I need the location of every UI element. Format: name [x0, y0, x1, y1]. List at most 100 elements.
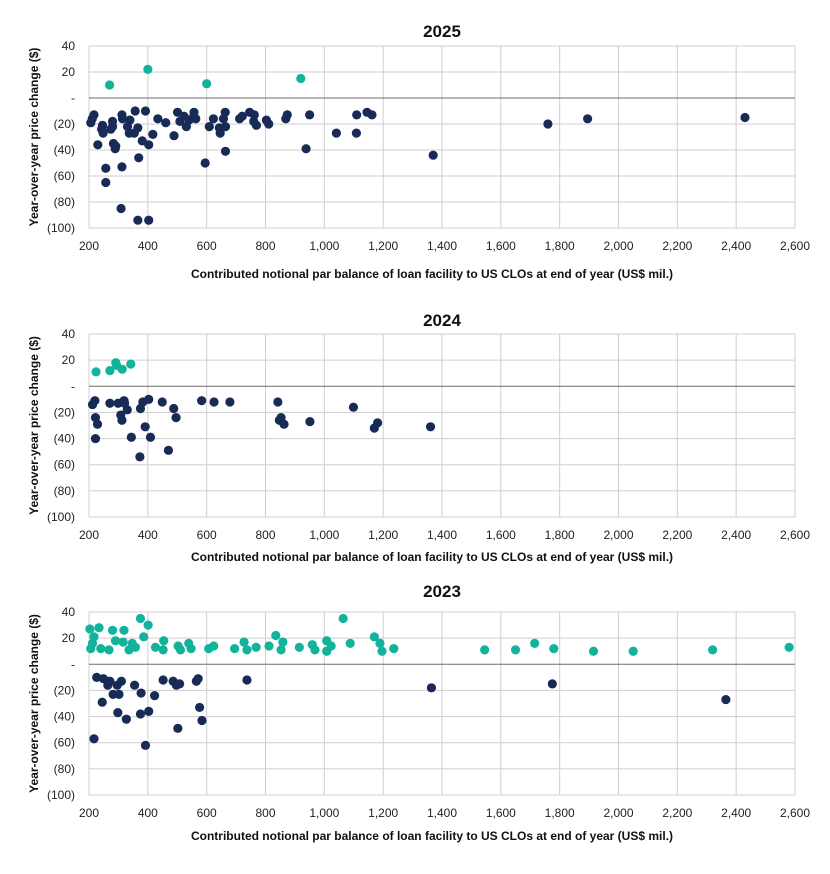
x-axis-label: Contributed notional par balance of loan…: [191, 829, 673, 843]
data-point-negative: [426, 683, 437, 693]
data-point-negative: [740, 112, 750, 123]
data-point-positive: [135, 613, 146, 624]
data-point-negative: [144, 140, 154, 150]
data-point-negative: [264, 119, 274, 129]
data-point-negative: [133, 123, 143, 133]
data-point-negative: [301, 144, 311, 154]
y-tick-label: (80): [54, 762, 75, 776]
data-point-negative: [101, 177, 111, 188]
data-point-negative: [197, 715, 207, 726]
x-tick-label: 200: [79, 239, 99, 253]
data-point-negative: [144, 215, 154, 225]
data-point-negative: [101, 163, 111, 173]
y-tick-label: (40): [54, 710, 75, 724]
data-point-negative: [348, 402, 359, 412]
y-tick-label: (40): [54, 143, 75, 157]
data-point-negative: [116, 203, 126, 214]
data-point-negative: [428, 150, 438, 160]
data-point-positive: [784, 642, 794, 652]
x-tick-label: 1,800: [545, 528, 575, 542]
data-point-negative: [279, 419, 289, 429]
y-tick-label: (80): [54, 195, 75, 209]
x-tick-label: 2,600: [780, 239, 810, 253]
data-point-positive: [91, 367, 101, 377]
data-point-positive: [118, 637, 128, 647]
data-point-negative: [583, 114, 593, 124]
data-point-positive: [158, 645, 168, 655]
x-axis-label: Contributed notional par balance of loan…: [191, 550, 673, 564]
data-point-negative: [117, 114, 128, 124]
chart-2025: 2025 200 400 600 800 1,000 1,200 1,400 1,600 1,80…: [27, 22, 810, 281]
chart-title: 2025: [423, 22, 461, 41]
chart-title: 2024: [423, 311, 461, 330]
x-tick-label: 800: [255, 239, 275, 253]
y-tick-label: (100): [47, 221, 75, 235]
x-tick-label: 1,000: [309, 528, 339, 542]
data-point-negative: [721, 694, 731, 705]
data-point-negative: [130, 106, 140, 116]
data-point-negative: [251, 120, 261, 130]
x-tick-label: 1,600: [486, 239, 516, 253]
data-point-positive: [105, 366, 115, 376]
x-tick-label: 800: [255, 528, 275, 542]
x-tick-label: 2,200: [662, 806, 692, 820]
data-point-negative: [140, 106, 151, 116]
data-point-negative: [106, 124, 116, 134]
data-point-negative: [129, 680, 140, 690]
x-tick-label: 1,000: [309, 806, 339, 820]
x-tick-label: 200: [79, 528, 99, 542]
data-point-positive: [264, 641, 274, 651]
x-tick-label: 2,200: [662, 239, 692, 253]
data-point-negative: [140, 422, 150, 432]
data-point-positive: [375, 638, 385, 648]
data-point-negative: [173, 723, 183, 733]
data-point-positive: [510, 645, 521, 655]
data-point-negative: [125, 115, 135, 125]
data-point-positive: [104, 80, 115, 90]
data-point-positive: [186, 644, 196, 654]
data-point-positive: [86, 644, 96, 654]
data-point-negative: [134, 153, 144, 163]
data-point-negative: [543, 119, 553, 129]
data-point-negative: [145, 432, 156, 442]
data-point-negative: [171, 413, 181, 423]
data-point-negative: [331, 128, 341, 138]
data-point-negative: [148, 129, 158, 139]
y-tick-label: 20: [62, 353, 76, 367]
x-tick-label: 2,400: [721, 239, 751, 253]
data-point-negative: [191, 114, 201, 124]
data-point-negative: [193, 674, 203, 684]
data-point-negative: [133, 215, 143, 225]
data-point-positive: [276, 645, 286, 655]
y-tick-label: 40: [62, 39, 76, 53]
data-point-positive: [126, 359, 136, 369]
y-axis-label: Year-over-year price change ($): [27, 336, 41, 515]
x-tick-label: 800: [255, 806, 275, 820]
data-point-positive: [708, 645, 718, 655]
x-tick-label: 1,000: [309, 239, 339, 253]
data-point-negative: [372, 418, 383, 428]
data-point-positive: [242, 645, 252, 655]
y-tick-label: (60): [54, 736, 75, 750]
chart-title: 2023: [423, 582, 461, 601]
data-point-negative: [89, 734, 99, 744]
data-point-negative: [153, 114, 163, 124]
data-point-positive: [143, 64, 153, 74]
data-point-negative: [200, 158, 210, 168]
data-point-negative: [113, 708, 123, 718]
data-point-negative: [215, 128, 225, 138]
data-point-negative: [92, 419, 103, 429]
data-point-negative: [117, 415, 127, 425]
data-point-positive: [94, 623, 104, 633]
data-point-negative: [117, 162, 127, 172]
x-tick-label: 2,600: [780, 806, 810, 820]
data-point-positive: [369, 632, 379, 642]
data-point-positive: [322, 646, 332, 656]
x-tick-label: 2,400: [721, 806, 751, 820]
data-point-positive: [271, 630, 281, 641]
data-point-positive: [139, 632, 149, 642]
data-point-positive: [296, 73, 306, 84]
data-point-negative: [93, 140, 103, 150]
y-tick-label: (20): [54, 683, 75, 697]
data-point-positive: [530, 638, 540, 648]
